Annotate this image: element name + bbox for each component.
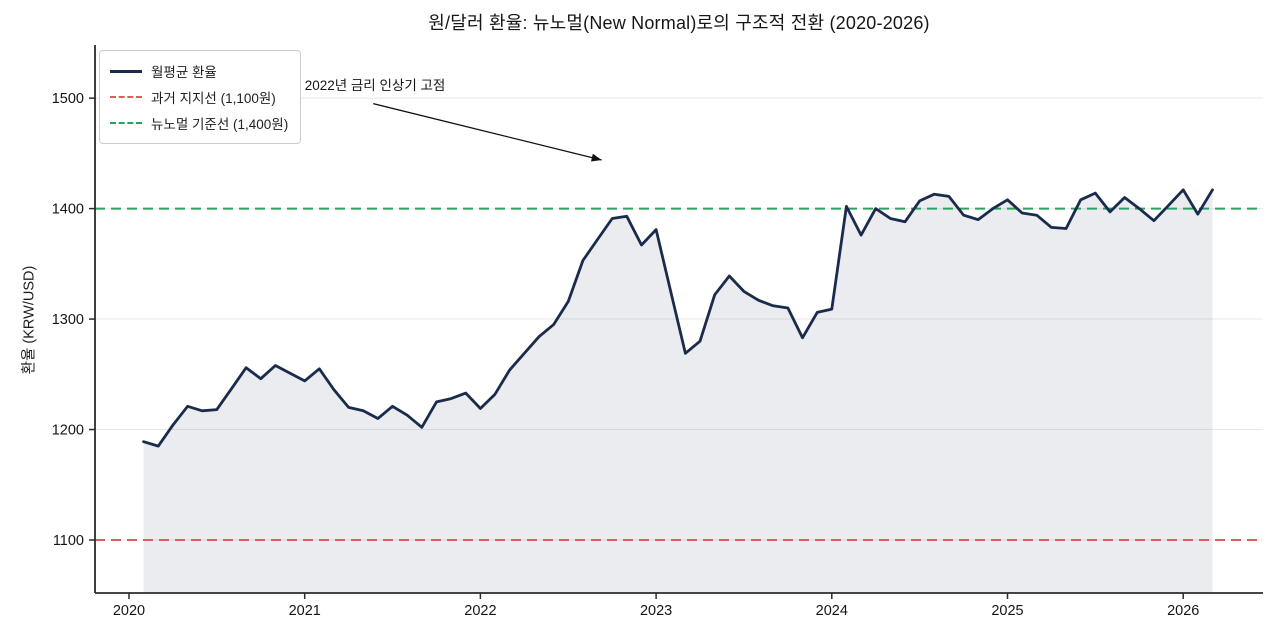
x-tick-label: 2024 [816, 603, 848, 619]
x-tick-label: 2021 [289, 603, 321, 619]
y-axis-label: 환율 (KRW/USD) [21, 265, 38, 375]
x-tick-label: 2026 [1167, 603, 1199, 619]
legend-line-swatch-red-dashed [110, 96, 142, 98]
y-tick-label: 1300 [52, 312, 84, 328]
x-tick-label: 2020 [113, 603, 145, 619]
legend-label: 과거 지지선 (1,100원) [151, 91, 276, 106]
area-fill [143, 189, 1213, 594]
y-tick-label: 1400 [52, 202, 84, 218]
annotation-arrow-head [590, 153, 602, 162]
x-tick-label: 2025 [991, 603, 1023, 619]
x-tick-label: 2023 [640, 603, 672, 619]
monthly-rate-line [142, 188, 1214, 448]
x-tick-label: 2022 [464, 603, 496, 619]
legend-line-swatch-navy [110, 69, 142, 73]
legend-box: 월평균 환율 과거 지지선 (1,100원) 뉴노멀 기준선 (1,400원) [99, 50, 302, 144]
legend-label: 뉴노멀 기준선 (1,400원) [151, 117, 289, 132]
legend-item-past-support: 과거 지지선 (1,100원) [110, 84, 288, 110]
y-tick-label: 1500 [52, 91, 84, 107]
annotation-arrow-line [373, 103, 602, 161]
y-tick-label: 1100 [53, 533, 84, 549]
annotation-2022-rate-peak: 2022년 금리 인상기 고점 [304, 77, 446, 93]
legend-label: 월평균 환율 [151, 65, 217, 80]
legend-item-new-normal: 뉴노멀 기준선 (1,400원) [110, 110, 288, 136]
legend-line-swatch-green-dashed [110, 122, 142, 124]
y-tick-label: 1200 [52, 423, 84, 439]
legend-item-monthly-rate: 월평균 환율 [110, 58, 288, 84]
chart-title: 원/달러 환율: 뉴노멀(New Normal)로의 구조적 전환 (2020-… [428, 13, 930, 33]
